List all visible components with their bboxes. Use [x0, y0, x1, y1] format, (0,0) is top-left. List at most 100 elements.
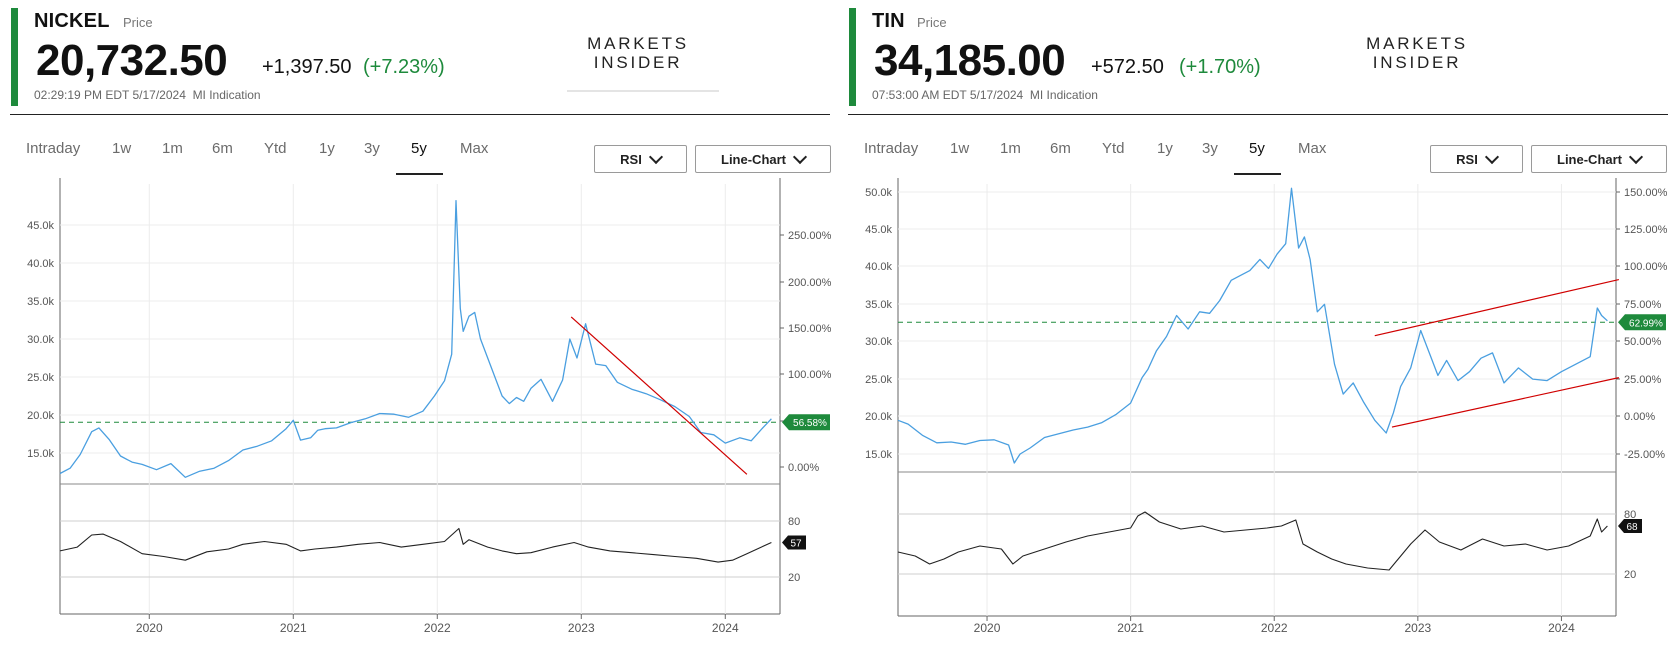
chevron-down-icon	[648, 149, 663, 164]
tab-1m[interactable]: 1m	[162, 140, 183, 157]
logo-line-2: INSIDER	[1372, 53, 1462, 72]
x-tick-label: 2022	[1261, 621, 1288, 635]
rsi-line	[59, 527, 772, 563]
logo-line-1: MARKETS	[587, 34, 689, 53]
tin-chart: 2020 2021 2022 2023 2024 15.0k 20.0k 25.0k 30.0k…	[865, 178, 1668, 635]
price-change: +1,397.50	[262, 56, 352, 78]
tab-intraday[interactable]: Intraday	[26, 140, 81, 157]
logo-divider	[567, 90, 719, 92]
pct-tick-label: 0.00%	[788, 462, 819, 474]
timestamp-text: 02:29:19 PM EDT 5/17/2024	[34, 88, 186, 102]
accent-bar	[11, 8, 18, 106]
x-tick-label: 2021	[280, 621, 307, 635]
y-tick-label: 40.0k	[865, 261, 892, 273]
tab-1w[interactable]: 1w	[950, 140, 970, 157]
tab-max[interactable]: Max	[460, 140, 489, 157]
pct-tick-label: 250.00%	[788, 230, 832, 242]
x-tick-label: 2021	[1117, 621, 1144, 635]
active-tab-underline	[396, 173, 443, 175]
rsi-value-badge	[1618, 519, 1642, 533]
y-tick-label: 30.0k	[27, 334, 54, 346]
x-tick-label: 2024	[712, 621, 739, 635]
reference-badge-label: 56.58%	[793, 418, 827, 429]
tab-ytd[interactable]: Ytd	[264, 140, 287, 157]
price-line	[59, 200, 772, 478]
tab-max[interactable]: Max	[1298, 140, 1327, 157]
y-tick-label: 15.0k	[27, 448, 54, 460]
y-tick-label: 35.0k	[865, 299, 892, 311]
pct-tick-label: 100.00%	[788, 369, 832, 381]
tin-panel: TIN Price 34,185.00 +572.50 (+1.70%) 07:…	[838, 0, 1668, 661]
y-tick-label: 30.0k	[865, 336, 892, 348]
pct-tick-label: 75.00%	[1624, 299, 1662, 311]
chevron-down-icon	[1484, 149, 1499, 164]
indicator-dropdown-label: RSI	[1456, 151, 1478, 167]
source-text: MI Indication	[192, 88, 261, 102]
symbol: NICKEL	[34, 10, 110, 32]
nickel-chart: 2020 2021 2022 2023 2024 15.0k 20.0k 25.0k 30.0k…	[27, 178, 832, 635]
rsi-value-label: 57	[790, 538, 802, 549]
y-tick-label: 40.0k	[27, 258, 54, 270]
reference-badge	[1618, 314, 1666, 331]
timestamp-text: 07:53:00 AM EDT 5/17/2024	[872, 88, 1024, 102]
tab-1w[interactable]: 1w	[112, 140, 132, 157]
price-value: 34,185.00	[874, 36, 1066, 85]
pct-tick-label: 150.00%	[788, 323, 832, 335]
active-tab-underline	[1234, 173, 1281, 175]
indicator-dropdown[interactable]: RSI	[594, 145, 687, 173]
header-divider	[10, 114, 830, 115]
pct-tick-label: 50.00%	[1624, 336, 1662, 348]
pct-tick-label: 25.00%	[1624, 374, 1662, 386]
rsi-tick-label: 20	[788, 572, 800, 584]
y-tick-label: 25.0k	[865, 374, 892, 386]
indicator-dropdown[interactable]: RSI	[1430, 145, 1523, 173]
x-tick-label: 2020	[974, 621, 1001, 635]
header-divider	[848, 114, 1668, 115]
tab-1m[interactable]: 1m	[1000, 140, 1021, 157]
rsi-tick-label: 80	[1624, 509, 1636, 521]
tab-1y[interactable]: 1y	[1157, 140, 1173, 157]
tab-3y[interactable]: 3y	[1202, 140, 1218, 157]
tab-6m[interactable]: 6m	[212, 140, 233, 157]
chart-type-dropdown[interactable]: Line-Chart	[695, 145, 831, 173]
tab-intraday[interactable]: Intraday	[864, 140, 919, 157]
rsi-value-label: 68	[1626, 522, 1638, 533]
tab-6m[interactable]: 6m	[1050, 140, 1071, 157]
y-tick-label: 15.0k	[865, 449, 892, 461]
price-value: 20,732.50	[36, 36, 228, 85]
x-tick-label: 2020	[136, 621, 163, 635]
logo-line-1: MARKETS	[1366, 34, 1468, 53]
rsi-tick-label: 80	[788, 516, 800, 528]
rsi-tick-label: 20	[1624, 569, 1636, 581]
tab-5y[interactable]: 5y	[1249, 140, 1265, 157]
logo-line-2: INSIDER	[593, 53, 683, 72]
tab-1y[interactable]: 1y	[319, 140, 335, 157]
pct-tick-label: -25.00%	[1624, 449, 1665, 461]
trend-line	[1374, 278, 1620, 337]
reference-badge-label: 62.99%	[1629, 318, 1663, 329]
x-tick-label: 2024	[1548, 621, 1575, 635]
accent-bar	[849, 8, 856, 106]
markets-insider-logo: MARKETS INSIDER	[543, 34, 733, 72]
timestamp: 07:53:00 AM EDT 5/17/2024 MI Indication	[872, 88, 1098, 102]
x-tick-label: 2023	[1404, 621, 1431, 635]
price-label: Price	[917, 15, 947, 30]
nickel-panel: NICKEL Price 20,732.50 +1,397.50 (+7.23%…	[0, 0, 832, 661]
tab-5y[interactable]: 5y	[411, 140, 427, 157]
source-text: MI Indication	[1029, 88, 1098, 102]
indicator-dropdown-label: RSI	[620, 151, 642, 167]
y-tick-label: 20.0k	[865, 411, 892, 423]
tab-3y[interactable]: 3y	[364, 140, 380, 157]
pct-tick-label: 150.00%	[1624, 187, 1668, 199]
rsi-value-badge	[782, 535, 806, 550]
chevron-down-icon	[792, 149, 808, 164]
x-tick-label: 2022	[424, 621, 451, 635]
price-label: Price	[123, 15, 153, 30]
tab-ytd[interactable]: Ytd	[1102, 140, 1125, 157]
chart-type-dropdown[interactable]: Line-Chart	[1531, 145, 1667, 173]
price-line	[897, 187, 1608, 464]
x-tick-label: 2023	[568, 621, 595, 635]
trend-line	[1391, 377, 1619, 428]
chart-type-dropdown-label: Line-Chart	[721, 151, 786, 167]
price-change: +572.50	[1091, 56, 1164, 78]
